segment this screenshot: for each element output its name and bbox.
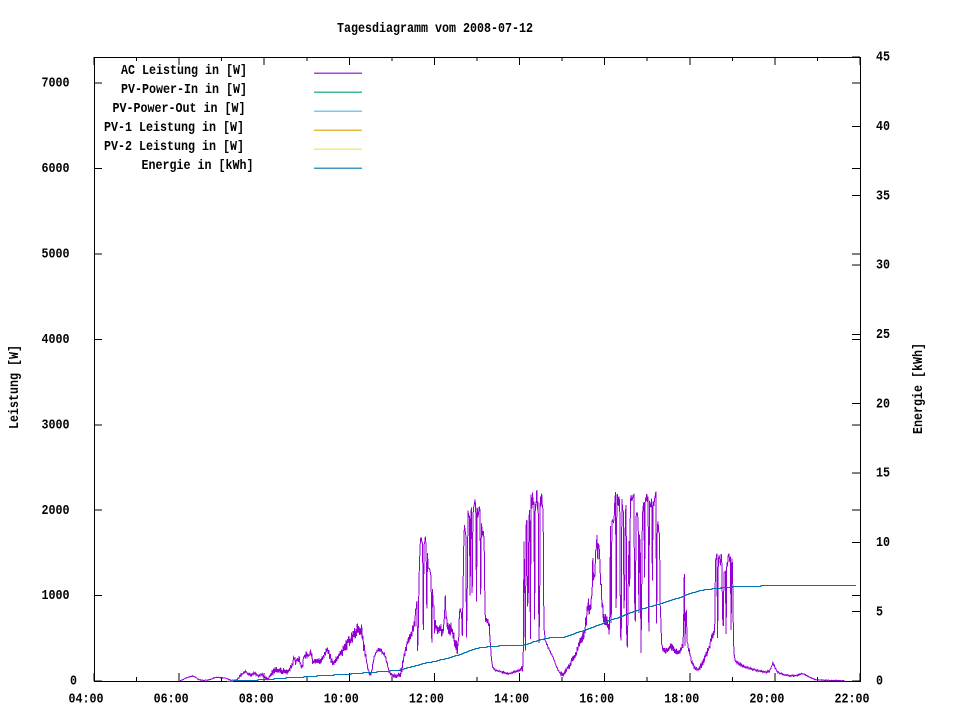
svg-text:5000: 5000 xyxy=(42,248,70,263)
svg-text:AC Leistung in [W]: AC Leistung in [W] xyxy=(121,64,247,79)
svg-text:7000: 7000 xyxy=(42,77,70,92)
svg-text:1000: 1000 xyxy=(42,589,70,604)
svg-text:25: 25 xyxy=(876,328,890,343)
svg-text:PV-Power-Out in [W]: PV-Power-Out in [W] xyxy=(113,102,246,117)
svg-text:10: 10 xyxy=(876,536,890,551)
svg-text:06:00: 06:00 xyxy=(154,693,189,708)
svg-text:0: 0 xyxy=(876,675,883,690)
svg-text:45: 45 xyxy=(876,51,890,66)
svg-text:5: 5 xyxy=(876,605,883,620)
svg-text:08:00: 08:00 xyxy=(239,693,274,708)
svg-text:30: 30 xyxy=(876,259,890,274)
svg-text:20:00: 20:00 xyxy=(749,693,784,708)
svg-text:3000: 3000 xyxy=(42,418,70,433)
svg-text:PV-2 Leistung in [W]: PV-2 Leistung in [W] xyxy=(104,140,244,155)
svg-text:04:00: 04:00 xyxy=(69,693,104,708)
svg-text:18:00: 18:00 xyxy=(664,693,699,708)
svg-text:10:00: 10:00 xyxy=(324,693,359,708)
svg-text:12:00: 12:00 xyxy=(409,693,444,708)
svg-text:Energie [kWh]: Energie [kWh] xyxy=(912,343,927,434)
svg-text:Leistung [W]: Leistung [W] xyxy=(8,345,23,429)
svg-text:Energie in [kWh]: Energie in [kWh] xyxy=(142,159,254,174)
svg-text:14:00: 14:00 xyxy=(494,693,529,708)
svg-text:15: 15 xyxy=(876,467,890,482)
svg-text:Tagesdiagramm vom 2008-07-12: Tagesdiagramm vom 2008-07-12 xyxy=(337,22,533,37)
svg-text:PV-Power-In in [W]: PV-Power-In in [W] xyxy=(121,83,247,98)
svg-text:16:00: 16:00 xyxy=(579,693,614,708)
svg-text:6000: 6000 xyxy=(42,162,70,177)
svg-text:4000: 4000 xyxy=(42,333,70,348)
svg-text:2000: 2000 xyxy=(42,504,70,519)
svg-text:40: 40 xyxy=(876,120,890,135)
svg-text:0: 0 xyxy=(70,675,77,690)
svg-text:20: 20 xyxy=(876,397,890,412)
svg-text:PV-1 Leistung in [W]: PV-1 Leistung in [W] xyxy=(104,121,244,136)
svg-text:35: 35 xyxy=(876,189,890,204)
svg-text:22:00: 22:00 xyxy=(835,693,870,708)
